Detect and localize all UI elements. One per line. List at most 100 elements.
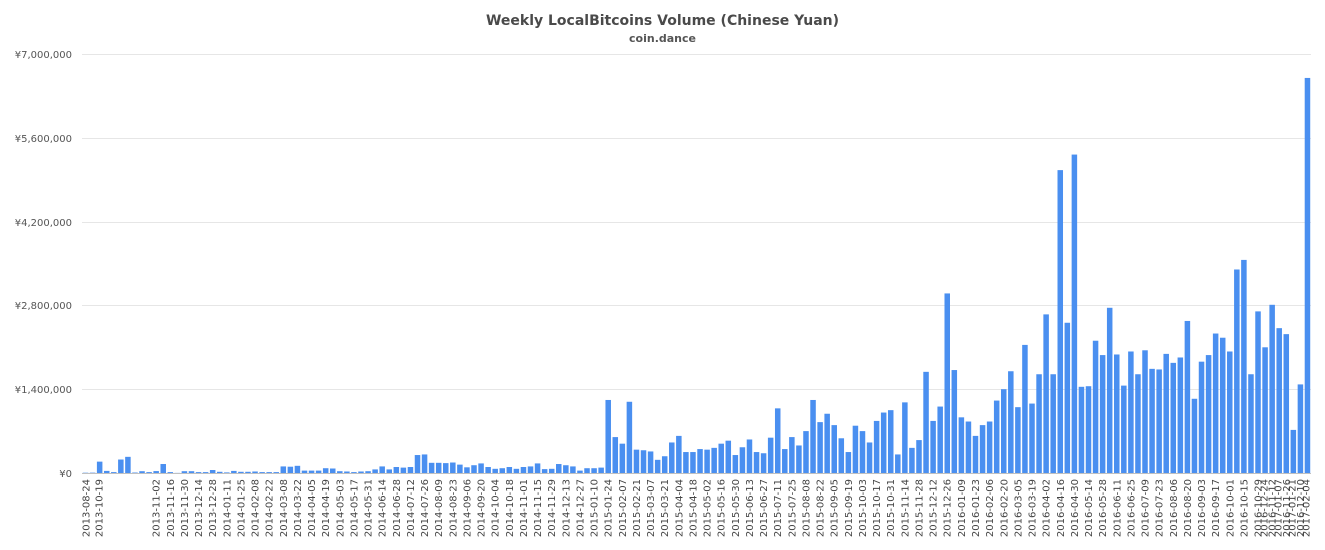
bar[interactable] xyxy=(591,468,597,473)
bar[interactable] xyxy=(831,425,837,473)
bar[interactable] xyxy=(146,472,152,473)
bar[interactable] xyxy=(838,438,845,473)
bar[interactable] xyxy=(1085,386,1092,473)
bar[interactable] xyxy=(1029,403,1035,473)
bar[interactable] xyxy=(1248,374,1254,473)
bar[interactable] xyxy=(619,443,626,473)
bar[interactable] xyxy=(492,468,498,473)
bar[interactable] xyxy=(534,463,541,473)
bar[interactable] xyxy=(1156,369,1162,473)
bar[interactable] xyxy=(739,447,746,473)
bar[interactable] xyxy=(216,471,223,473)
bar[interactable] xyxy=(1092,340,1099,473)
bar[interactable] xyxy=(598,467,604,473)
bar[interactable] xyxy=(139,471,145,473)
bar[interactable] xyxy=(266,472,272,473)
bar[interactable] xyxy=(584,468,590,473)
bar[interactable] xyxy=(1008,371,1014,473)
bar[interactable] xyxy=(824,413,830,473)
bar[interactable] xyxy=(902,402,908,473)
bar[interactable] xyxy=(767,437,774,473)
bar[interactable] xyxy=(880,412,887,473)
bar[interactable] xyxy=(372,469,378,473)
bar[interactable] xyxy=(916,440,922,473)
bar[interactable] xyxy=(280,466,287,473)
bar[interactable] xyxy=(810,399,816,473)
bar[interactable] xyxy=(895,454,901,473)
bar[interactable] xyxy=(301,470,308,473)
bar[interactable] xyxy=(1015,407,1021,473)
bar[interactable] xyxy=(294,465,301,473)
bar[interactable] xyxy=(986,421,993,473)
bar[interactable] xyxy=(1128,351,1134,473)
bar[interactable] xyxy=(478,463,484,473)
bar[interactable] xyxy=(400,467,407,473)
bar[interactable] xyxy=(393,467,400,473)
bar[interactable] xyxy=(188,471,195,473)
bar[interactable] xyxy=(315,470,322,473)
bar[interactable] xyxy=(1198,361,1205,473)
bar[interactable] xyxy=(471,465,477,473)
bar[interactable] xyxy=(1106,307,1113,473)
bar[interactable] xyxy=(1001,389,1007,473)
bar[interactable] xyxy=(125,456,131,473)
bar[interactable] xyxy=(421,454,428,473)
bar[interactable] xyxy=(167,472,174,473)
bar[interactable] xyxy=(181,471,188,473)
bar[interactable] xyxy=(160,464,166,473)
bar[interactable] xyxy=(697,449,703,473)
bar[interactable] xyxy=(1163,353,1169,473)
bar[interactable] xyxy=(732,455,739,473)
bar[interactable] xyxy=(796,445,802,473)
bar[interactable] xyxy=(435,462,442,473)
bar[interactable] xyxy=(365,471,371,473)
bar[interactable] xyxy=(457,464,463,473)
bar[interactable] xyxy=(414,455,421,473)
bar[interactable] xyxy=(499,468,506,473)
bar[interactable] xyxy=(923,371,929,473)
bar[interactable] xyxy=(520,467,527,473)
bar[interactable] xyxy=(859,431,866,473)
bar[interactable] xyxy=(1170,362,1177,473)
bar[interactable] xyxy=(647,451,654,473)
bar[interactable] xyxy=(1283,334,1290,473)
bar[interactable] xyxy=(1142,350,1148,473)
bar[interactable] xyxy=(866,442,873,473)
bar[interactable] xyxy=(760,453,767,473)
bar[interactable] xyxy=(965,421,972,473)
bar[interactable] xyxy=(1304,77,1311,473)
bar[interactable] xyxy=(563,465,569,473)
bar[interactable] xyxy=(711,447,717,473)
bar[interactable] xyxy=(1255,311,1261,473)
bar[interactable] xyxy=(245,471,251,473)
bar[interactable] xyxy=(1149,368,1155,473)
bar[interactable] xyxy=(1290,429,1297,473)
bar[interactable] xyxy=(337,471,343,473)
bar[interactable] xyxy=(556,464,562,473)
bar[interactable] xyxy=(238,471,244,473)
bar[interactable] xyxy=(1297,384,1304,473)
bar[interactable] xyxy=(450,462,456,473)
bar[interactable] xyxy=(96,461,103,473)
bar[interactable] xyxy=(690,452,696,473)
bar[interactable] xyxy=(322,468,329,473)
bar[interactable] xyxy=(951,370,958,473)
bar[interactable] xyxy=(1050,374,1056,473)
bar[interactable] xyxy=(1057,170,1064,473)
bar[interactable] xyxy=(1121,385,1127,473)
bar[interactable] xyxy=(443,463,449,473)
bar[interactable] xyxy=(358,471,364,474)
bar[interactable] xyxy=(428,462,435,473)
bar[interactable] xyxy=(803,431,809,473)
bar[interactable] xyxy=(1099,355,1106,473)
bar[interactable] xyxy=(633,449,640,473)
bar[interactable] xyxy=(386,469,393,473)
bar[interactable] xyxy=(1064,322,1071,473)
bar[interactable] xyxy=(1227,351,1233,473)
bar[interactable] xyxy=(930,420,936,473)
bar[interactable] xyxy=(103,470,110,473)
bar[interactable] xyxy=(612,437,619,473)
bar[interactable] xyxy=(676,435,682,473)
bar[interactable] xyxy=(937,406,943,473)
bar[interactable] xyxy=(1269,304,1275,473)
